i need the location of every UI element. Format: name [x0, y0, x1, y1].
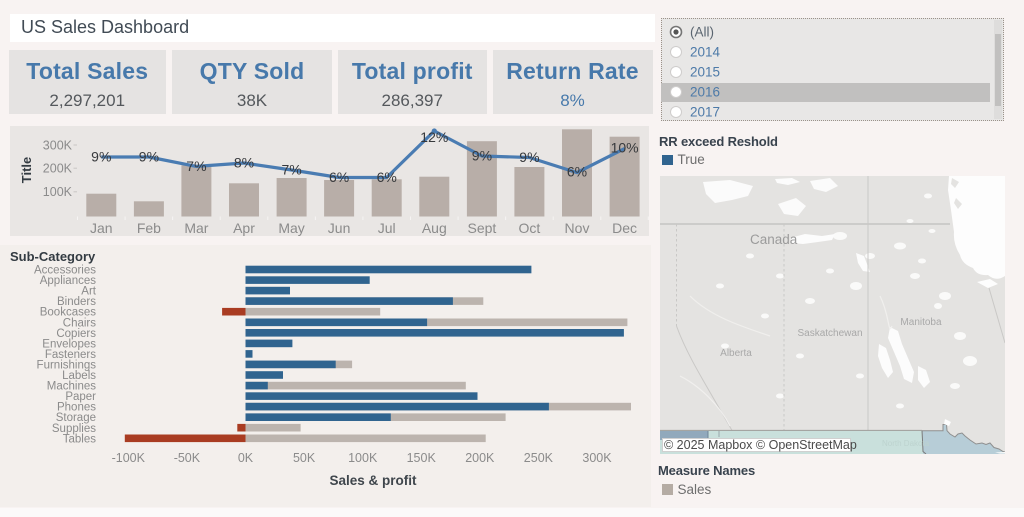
- svg-text:Bookcases: Bookcases: [40, 307, 97, 319]
- svg-text:300K: 300K: [43, 139, 73, 153]
- svg-text:9%: 9%: [139, 149, 159, 165]
- svg-text:200K: 200K: [465, 451, 495, 465]
- svg-text:2015: 2015: [690, 65, 720, 80]
- svg-text:Dec: Dec: [612, 220, 637, 236]
- svg-text:Jul: Jul: [378, 220, 396, 236]
- svg-text:6%: 6%: [377, 169, 397, 185]
- svg-text:12%: 12%: [420, 129, 448, 145]
- svg-text:Jun: Jun: [328, 220, 351, 236]
- svg-text:Tables: Tables: [63, 433, 96, 445]
- svg-text:Sales & profit: Sales & profit: [329, 473, 417, 488]
- svg-text:Jan: Jan: [90, 220, 113, 236]
- svg-text:6%: 6%: [567, 164, 587, 180]
- svg-text:Title: Title: [19, 157, 34, 184]
- svg-text:250K: 250K: [524, 451, 554, 465]
- svg-text:6%: 6%: [329, 169, 349, 185]
- svg-text:Oct: Oct: [519, 220, 541, 236]
- svg-text:9%: 9%: [472, 148, 492, 164]
- svg-text:Manitoba: Manitoba: [900, 317, 942, 328]
- svg-text:Storage: Storage: [56, 412, 96, 424]
- svg-text:200K: 200K: [43, 162, 73, 176]
- svg-text:Binders: Binders: [57, 296, 96, 308]
- svg-text:7%: 7%: [281, 162, 301, 178]
- svg-text:Furnishings: Furnishings: [37, 359, 97, 371]
- svg-text:Sub-Category: Sub-Category: [10, 249, 96, 264]
- svg-text:Art: Art: [81, 286, 97, 298]
- svg-text:Labels: Labels: [62, 370, 96, 382]
- svg-text:8%: 8%: [234, 155, 254, 171]
- svg-text:Copiers: Copiers: [56, 328, 96, 340]
- svg-text:May: May: [278, 220, 304, 236]
- svg-text:2014: 2014: [690, 45, 721, 60]
- svg-text:Mar: Mar: [184, 220, 208, 236]
- svg-text:Supplies: Supplies: [52, 423, 96, 435]
- svg-text:Canada: Canada: [750, 232, 798, 247]
- svg-text:100K: 100K: [348, 451, 378, 465]
- svg-text:Machines: Machines: [47, 381, 96, 393]
- svg-text:-100K: -100K: [112, 451, 146, 465]
- svg-text:2017: 2017: [690, 105, 720, 120]
- svg-text:Aug: Aug: [422, 220, 447, 236]
- svg-text:Sept: Sept: [467, 220, 496, 236]
- svg-text:Chairs: Chairs: [63, 317, 96, 329]
- svg-text:Apr: Apr: [233, 220, 255, 236]
- svg-text:Accessories: Accessories: [34, 265, 96, 277]
- svg-text:2016: 2016: [690, 85, 720, 100]
- svg-text:Nov: Nov: [565, 220, 590, 236]
- svg-text:50K: 50K: [293, 451, 316, 465]
- svg-text:300K: 300K: [582, 451, 612, 465]
- svg-text:Feb: Feb: [137, 220, 161, 236]
- svg-text:9%: 9%: [91, 149, 111, 165]
- svg-text:North Dakota: North Dakota: [882, 439, 930, 448]
- svg-text:Fasteners: Fasteners: [45, 349, 96, 361]
- svg-text:100K: 100K: [43, 185, 73, 199]
- svg-text:Saskatchewan: Saskatchewan: [797, 328, 862, 339]
- svg-text:-50K: -50K: [174, 451, 201, 465]
- svg-text:Appliances: Appliances: [40, 275, 97, 287]
- svg-text:7%: 7%: [186, 158, 206, 174]
- svg-text:0K: 0K: [238, 451, 254, 465]
- svg-text:10%: 10%: [611, 140, 639, 156]
- svg-text:9%: 9%: [519, 149, 539, 165]
- svg-text:(All): (All): [690, 25, 714, 40]
- svg-text:Phones: Phones: [57, 402, 96, 414]
- svg-text:Envelopes: Envelopes: [42, 338, 96, 350]
- svg-text:150K: 150K: [407, 451, 437, 465]
- svg-text:Alberta: Alberta: [720, 348, 752, 359]
- svg-text:Paper: Paper: [65, 391, 96, 403]
